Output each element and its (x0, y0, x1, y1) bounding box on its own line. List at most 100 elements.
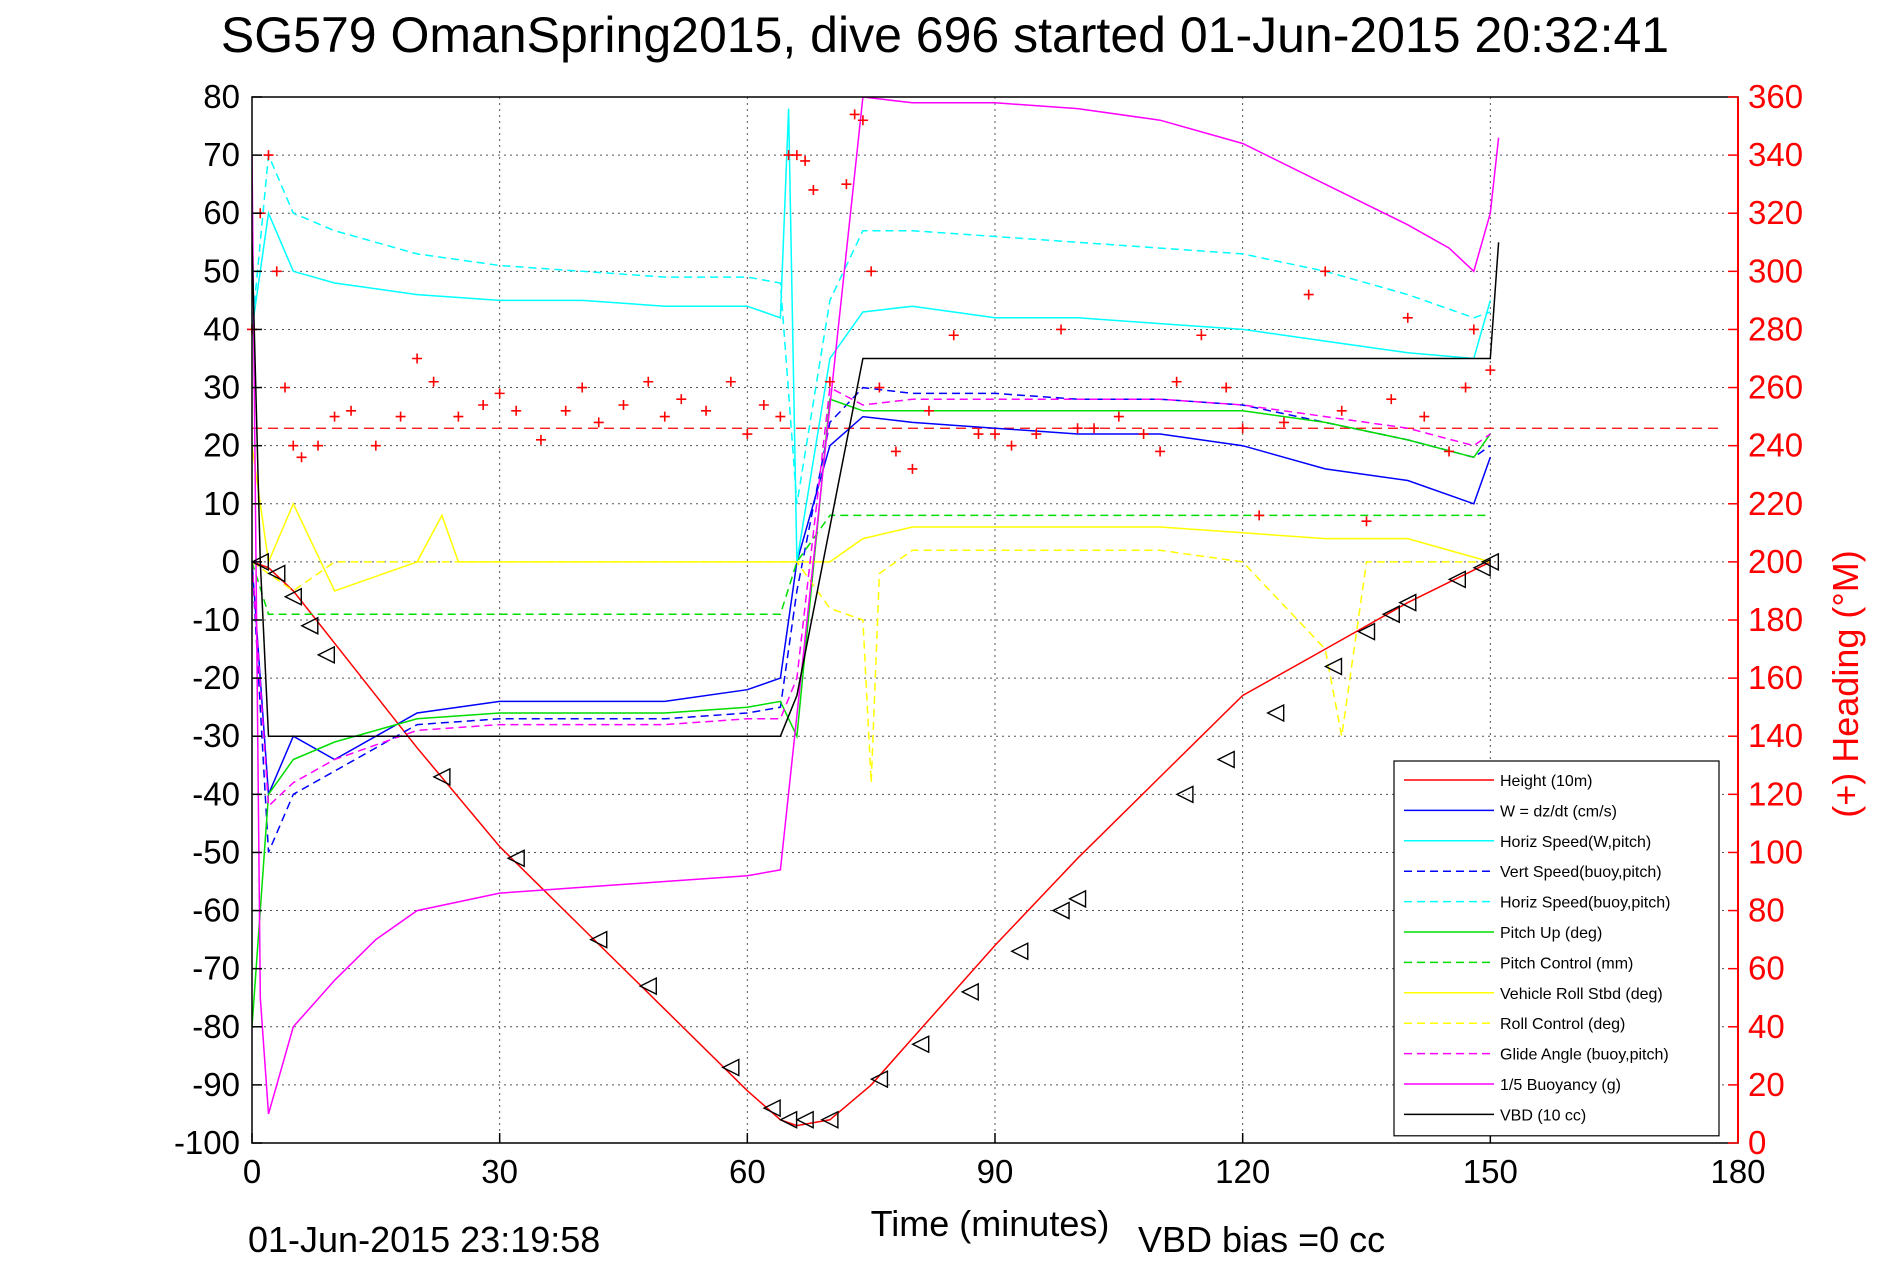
x-tick-label: 180 (1710, 1153, 1765, 1190)
depth-marker (1323, 657, 1343, 676)
heading-point (296, 452, 307, 463)
heading-point (1320, 266, 1331, 277)
y-right-tick-label: 120 (1748, 775, 1803, 812)
depth-marker (316, 645, 335, 664)
series-line-pitch-control-mm (252, 514, 1491, 615)
heading-point (593, 417, 604, 428)
depth-marker (300, 616, 319, 635)
x-axis-ticks: 0 30 60 90 120 150 180 (243, 1133, 1766, 1190)
depth-marker (638, 976, 657, 996)
depth-marker (432, 767, 451, 787)
heading-point (857, 115, 868, 126)
heading-point (511, 405, 522, 416)
y-tick-label: 0 (222, 543, 240, 580)
heading-point (849, 109, 860, 120)
heading-point (453, 411, 464, 422)
x-axis-label: Time (minutes) (871, 1203, 1110, 1244)
depth-marker (795, 1110, 814, 1129)
heading-point (288, 440, 299, 451)
y-right-tick-label: 140 (1748, 717, 1803, 754)
heading-point (659, 411, 670, 422)
heading-point (866, 266, 877, 277)
legend-label: Horiz Speed(W,pitch) (1500, 834, 1651, 851)
y-right-tick-label: 200 (1748, 543, 1803, 580)
y-axis-right-ticks: 0 20 40 60 80 100 120 140 160 180 200 220 240 260 280 3… (1728, 78, 1803, 1161)
heading-point (923, 405, 934, 416)
grid (252, 97, 1738, 1143)
legend-label: Roll Control (deg) (1500, 1016, 1625, 1033)
series-line-glide-angle-buoy-pitch (252, 386, 1491, 808)
heading-point (263, 150, 274, 161)
heading-point (1278, 417, 1289, 428)
depth-marker (1480, 552, 1500, 572)
heading-point (1460, 382, 1471, 393)
heading-point (1056, 324, 1067, 335)
heading-point (1196, 330, 1207, 341)
depth-marker (267, 564, 286, 583)
heading-point (478, 399, 489, 410)
y-tick-label: -30 (192, 717, 240, 754)
depth-marker (869, 1069, 889, 1089)
y-tick-label: 80 (203, 78, 240, 115)
legend-label: Vehicle Roll Stbd (deg) (1500, 986, 1663, 1003)
depth-marker (1356, 622, 1376, 641)
series-line-horiz-speed-buoy-pitch (252, 154, 1491, 504)
legend-label: Pitch Up (deg) (1500, 925, 1602, 942)
depth-marker (1447, 570, 1467, 589)
heading-point (1386, 394, 1397, 405)
footer-timestamp: 01-Jun-2015 23:19:58 (248, 1219, 600, 1260)
x-tick-label: 90 (977, 1153, 1014, 1190)
legend-label: VBD (10 cc) (1500, 1107, 1586, 1124)
heading-point (618, 399, 629, 410)
heading-point (1444, 446, 1455, 457)
depth-marker (1266, 703, 1285, 723)
x-tick-label: 150 (1463, 1153, 1518, 1190)
heading-point (1006, 440, 1017, 451)
heading-point (1361, 516, 1372, 527)
series-line-pitch-up-deg (252, 398, 1491, 1027)
legend: Height (10m) W = dz/dt (cm/s) Horiz Speed(… (1393, 760, 1720, 1137)
y-right-tick-label: 320 (1748, 194, 1803, 231)
y-right-tick-label: 260 (1748, 369, 1803, 406)
y-tick-label: -60 (192, 892, 240, 929)
y-right-tick-label: 60 (1748, 950, 1785, 987)
series-layer (252, 97, 1718, 1127)
depth-marker (1010, 942, 1029, 961)
depth-marker (762, 1098, 781, 1118)
legend-label: Glide Angle (buoy,pitch) (1500, 1047, 1669, 1064)
series-line-w-dz-dt-cm-s (252, 415, 1492, 795)
heading-point (1419, 411, 1430, 422)
series-line-1-5-buoyancy-g (252, 97, 1500, 1115)
depth-marker (1216, 750, 1235, 769)
heading-point (1221, 382, 1232, 393)
heading-point (1072, 423, 1083, 434)
heading-point (346, 405, 357, 416)
heading-point (1303, 289, 1314, 300)
y-right-tick-label: 220 (1748, 485, 1803, 522)
x-tick-label: 120 (1215, 1153, 1270, 1190)
y-right-tick-label: 340 (1748, 136, 1803, 173)
heading-point (824, 376, 835, 387)
y-right-tick-label: 300 (1748, 252, 1803, 289)
depth-marker (1067, 889, 1087, 909)
y-tick-label: 40 (203, 310, 240, 347)
legend-label: W = dz/dt (cm/s) (1500, 803, 1617, 820)
heading-point (494, 388, 505, 399)
depth-marker (250, 552, 269, 572)
y-tick-label: -20 (192, 659, 240, 696)
heading-point (1402, 312, 1413, 323)
heading-point (907, 463, 918, 474)
y-right-tick-label: 180 (1748, 601, 1803, 638)
depth-marker (589, 930, 608, 949)
heading-point (412, 353, 423, 364)
heading-point (775, 411, 786, 422)
series-line-roll-control-deg (252, 549, 1491, 783)
depth-marker (721, 1058, 740, 1077)
heading-point (725, 376, 736, 387)
depth-marker (960, 982, 979, 1002)
y-right-tick-label: 40 (1748, 1008, 1785, 1045)
series-line-vbd-10-cc (252, 242, 1500, 737)
heading-point (535, 434, 546, 445)
heading-point (271, 266, 282, 277)
